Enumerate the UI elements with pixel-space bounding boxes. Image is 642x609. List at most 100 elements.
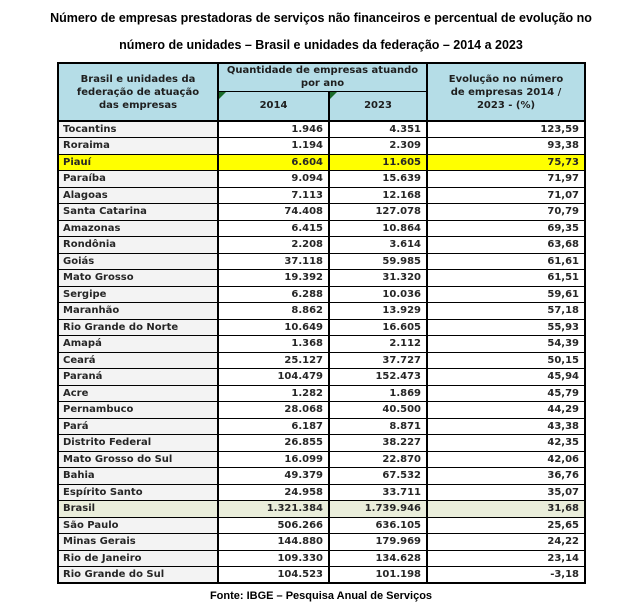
table-row: Ceará 25.127 37.727 50,15 (57, 351, 587, 369)
region-cell: Rio de Janeiro (57, 549, 219, 567)
value-2023-cell: 152.473 (327, 368, 429, 386)
evolution-cell: 43,38 (426, 417, 587, 435)
table-row: Paraíba 9.094 15.639 71,97 (57, 170, 587, 188)
value-2023-cell: 59.985 (327, 252, 429, 270)
table-row: São Paulo 506.266 636.105 25,65 (57, 516, 587, 534)
value-2014-cell: 37.118 (217, 252, 330, 270)
table-row: Tocantins 1.946 4.351 123,59 (57, 120, 587, 138)
value-2023-cell: 40.500 (327, 401, 429, 419)
header-year-2023-label: 2023 (364, 100, 392, 112)
region-cell: Minas Gerais (57, 533, 219, 551)
evolution-cell: 36,76 (426, 467, 587, 485)
value-2014-cell: 1.282 (217, 384, 330, 402)
value-2023-cell: 12.168 (327, 186, 429, 204)
value-2014-cell: 6.288 (217, 285, 330, 303)
value-2014-cell: 1.194 (217, 137, 330, 155)
evolution-cell: 50,15 (426, 351, 587, 369)
value-2014-cell: 2.208 (217, 236, 330, 254)
table-row: Rio Grande do Norte 10.649 16.605 55,93 (57, 318, 587, 336)
evolution-cell: 55,93 (426, 318, 587, 336)
region-cell: Alagoas (57, 186, 219, 204)
region-cell: Amapá (57, 335, 219, 353)
region-cell: Maranhão (57, 302, 219, 320)
value-2023-cell: 37.727 (327, 351, 429, 369)
evolution-cell: 25,65 (426, 516, 587, 534)
value-2014-cell: 24.958 (217, 483, 330, 501)
evolution-cell: 71,07 (426, 186, 587, 204)
region-cell: Rondônia (57, 236, 219, 254)
data-table: Brasil e unidades da federação de atuaçã… (57, 62, 587, 584)
value-2023-cell: 127.078 (327, 203, 429, 221)
value-2014-cell: 74.408 (217, 203, 330, 221)
region-cell: Espírito Santo (57, 483, 219, 501)
value-2023-cell: 22.870 (327, 450, 429, 468)
header-year-2014: 2014 (217, 90, 330, 122)
region-cell: Brasil (57, 500, 219, 518)
table-row: Alagoas 7.113 12.168 71,07 (57, 186, 587, 204)
region-cell: Paraíba (57, 170, 219, 188)
value-2023-cell: 179.969 (327, 533, 429, 551)
region-cell: São Paulo (57, 516, 219, 534)
page-title: Número de empresas prestadoras de serviç… (0, 5, 642, 59)
data-table-container: Brasil e unidades da federação de atuaçã… (57, 62, 587, 584)
region-cell: Acre (57, 384, 219, 402)
source-note: Fonte: IBGE – Pesquisa Anual de Serviços (209, 590, 433, 602)
value-2014-cell: 28.068 (217, 401, 330, 419)
table-row: Sergipe 6.288 10.036 59,61 (57, 285, 587, 303)
cell-flag-triangle-icon (330, 91, 337, 99)
table-row: Goiás 37.118 59.985 61,61 (57, 252, 587, 270)
evolution-cell: 45,79 (426, 384, 587, 402)
value-2014-cell: 506.266 (217, 516, 330, 534)
value-2014-cell: 19.392 (217, 269, 330, 287)
table-row: Minas Gerais 144.880 179.969 24,22 (57, 533, 587, 551)
value-2023-cell: 13.929 (327, 302, 429, 320)
region-cell: Tocantins (57, 120, 219, 138)
region-cell: Ceará (57, 351, 219, 369)
evolution-cell: 75,73 (426, 153, 587, 171)
header-year-2023: 2023 (327, 90, 429, 122)
evolution-cell: 59,61 (426, 285, 587, 303)
region-cell: Pernambuco (57, 401, 219, 419)
value-2014-cell: 1.368 (217, 335, 330, 353)
value-2014-cell: 104.479 (217, 368, 330, 386)
value-2023-cell: 3.614 (327, 236, 429, 254)
evolution-cell: 24,22 (426, 533, 587, 551)
value-2014-cell: 6.187 (217, 417, 330, 435)
header-region: Brasil e unidades da federação de atuaçã… (57, 62, 219, 122)
region-cell: Santa Catarina (57, 203, 219, 221)
value-2014-cell: 104.523 (217, 566, 330, 584)
region-cell: Amazonas (57, 219, 219, 237)
value-2014-cell: 109.330 (217, 549, 330, 567)
table-row: Mato Grosso do Sul 16.099 22.870 42,06 (57, 450, 587, 468)
evolution-cell: 70,79 (426, 203, 587, 221)
evolution-cell: 23,14 (426, 549, 587, 567)
evolution-cell: 44,29 (426, 401, 587, 419)
value-2023-cell: 15.639 (327, 170, 429, 188)
table-row: Roraima 1.194 2.309 93,38 (57, 137, 587, 155)
table-row: Pará 6.187 8.871 43,38 (57, 417, 587, 435)
evolution-cell: 31,68 (426, 500, 587, 518)
evolution-cell: 45,94 (426, 368, 587, 386)
evolution-cell: 63,68 (426, 236, 587, 254)
value-2023-cell: 134.628 (327, 549, 429, 567)
value-2014-cell: 8.862 (217, 302, 330, 320)
region-cell: Paraná (57, 368, 219, 386)
value-2023-cell: 10.864 (327, 219, 429, 237)
value-2014-cell: 49.379 (217, 467, 330, 485)
table-row: Rio Grande do Sul 104.523 101.198 -3,18 (57, 566, 587, 584)
table-row: Paraná 104.479 152.473 45,94 (57, 368, 587, 386)
region-cell: Mato Grosso do Sul (57, 450, 219, 468)
value-2023-cell: 11.605 (327, 153, 429, 171)
evolution-cell: 61,51 (426, 269, 587, 287)
value-2023-cell: 16.605 (327, 318, 429, 336)
value-2023-cell: 1.739.946 (327, 500, 429, 518)
value-2014-cell: 7.113 (217, 186, 330, 204)
region-cell: Sergipe (57, 285, 219, 303)
table-row: Brasil 1.321.384 1.739.946 31,68 (57, 500, 587, 518)
table-body: Tocantins 1.946 4.351 123,59 Roraima 1.1… (57, 120, 587, 584)
table-row: Amazonas 6.415 10.864 69,35 (57, 219, 587, 237)
region-cell: Rio Grande do Norte (57, 318, 219, 336)
value-2014-cell: 16.099 (217, 450, 330, 468)
header-quantity-group: Quantidade de empresas atuando por ano (216, 62, 429, 92)
value-2014-cell: 9.094 (217, 170, 330, 188)
